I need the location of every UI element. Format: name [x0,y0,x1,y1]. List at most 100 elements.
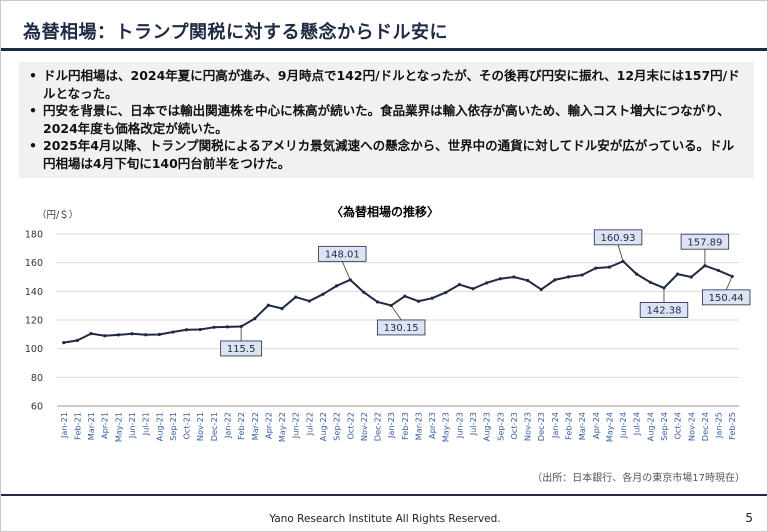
data-label: 115.5 [227,344,256,355]
data-point [580,273,584,277]
data-point [116,333,120,337]
x-tick-label: Oct-24 [673,412,683,440]
x-tick-label: Nov-23 [523,412,533,441]
data-point [62,341,66,345]
data-point [103,334,107,338]
callout-box [593,229,643,246]
summary-box: • ドル円相場は、2024年夏に円高が進み、9月時点で142円/ドルとなったが、そ… [19,62,754,178]
x-tick-label: Jan-21 [59,412,69,439]
chart-canvas: 〈為替相場の推移〉 （円/＄） 60 80 100 120 140 160 180 Jan-… [25,204,751,442]
data-point [212,325,216,329]
data-point [184,328,189,332]
data-label: 160.93 [601,233,636,244]
data-point [553,278,557,282]
data-point [362,290,366,294]
data-point [689,275,693,279]
x-tick-label: Jan-22 [223,412,233,439]
callout-box [318,245,367,262]
x-tick-label: Jul-22 [304,412,314,436]
data-point [171,330,175,334]
callout-layer: 115.5 148.01 130.15 160.93 142.38 157.89 150.4… [220,229,751,357]
data-point [566,275,571,279]
data-point [130,332,134,336]
data-point [253,316,257,321]
x-tick-label: Aug-21 [154,412,164,441]
slide-title: 為替相場：トランプ関税に対する懸念からドル安に [23,22,448,43]
data-label: 150.44 [709,293,744,304]
x-tick-label: Mar-22 [250,412,260,440]
y-tick-label: 140 [25,287,43,298]
data-label: 130.15 [384,323,419,334]
x-tick-label: Jun-22 [291,412,301,439]
data-point [430,296,434,300]
data-point [375,300,380,304]
x-tick-label: Sep-21 [168,412,178,441]
y-tick-label: 160 [25,258,43,269]
data-point [539,287,543,292]
x-tick-label: Aug-23 [482,412,492,441]
x-tick-label: Feb-24 [564,412,574,440]
title-divider [1,48,767,51]
data-point [403,294,407,298]
x-tick-label: Jun-23 [454,412,464,439]
x-tick-label: May-22 [277,412,287,442]
callout-leader [341,261,351,281]
bullet-text: 円安を背景に、日本では輸出関連株を中心に株高が続いた。食品業界は輸入依存が高いた… [43,103,730,136]
y-tick-label: 100 [25,344,43,355]
x-tick-label: Jan-25 [714,412,724,439]
bullet-item: • ドル円相場は、2024年夏に円高が進み、9月時点で142円/ドルとなったが、そ… [27,67,744,102]
x-tick-label: Oct-23 [509,412,519,440]
data-label: 142.38 [646,306,681,317]
y-tick-label: 80 [31,373,43,384]
data-point [457,282,461,287]
series-layer [62,259,734,345]
x-tick-label: Jan-24 [550,412,560,439]
callout-box [680,233,730,250]
data-point [648,280,652,284]
data-point [594,266,598,270]
gridlines [57,233,739,407]
x-tick-label: Jan-23 [386,412,396,439]
x-tick-label: Feb-21 [72,412,82,440]
bullet-marker: • [29,68,37,83]
data-point [157,332,161,337]
x-tick-label: Apr-21 [100,412,110,439]
source-note: （出所：日本銀行、各月の東京市場17時現在） [532,473,745,484]
x-tick-label: Nov-24 [686,412,696,441]
data-label: 157.89 [687,237,722,248]
x-tick-label: Jul-24 [632,412,642,436]
data-point [144,333,148,337]
x-tick-label: Mar-23 [413,412,423,440]
y-tick-label: 180 [25,230,43,241]
x-tick-label: Apr-23 [427,412,437,439]
x-tick-label: Dec-23 [536,412,546,441]
bullet-marker: • [29,138,37,153]
callout-leader [617,244,624,262]
x-tick-label: Dec-22 [373,412,383,441]
data-point [416,299,421,303]
callout-leader [390,305,402,321]
x-tick-label: Oct-21 [182,412,192,440]
data-point [444,290,448,295]
exchange-rate-chart: 〈為替相場の推移〉 （円/＄） 60 80 100 120 140 160 180 Jan-… [1,196,768,496]
data-point [730,274,734,278]
x-tick-label: Dec-24 [700,412,710,441]
x-tick-label: Feb-23 [400,412,410,440]
y-axis-unit-label: （円/＄） [37,209,78,221]
data-point [512,275,516,279]
data-label: 148.01 [325,250,360,261]
callout-leader [725,276,733,291]
y-tick-label: 120 [25,316,43,327]
x-tick-label: Sep-22 [332,412,342,441]
callout-box [701,289,751,306]
data-point [498,277,502,281]
data-point [335,284,339,288]
data-point [607,265,612,269]
data-point [225,325,230,329]
data-point [525,278,530,283]
x-tick-label: Mar-21 [86,412,96,440]
data-point [676,272,680,276]
x-tick-label: Aug-24 [645,412,655,441]
data-point [635,272,639,276]
data-point [485,281,489,285]
